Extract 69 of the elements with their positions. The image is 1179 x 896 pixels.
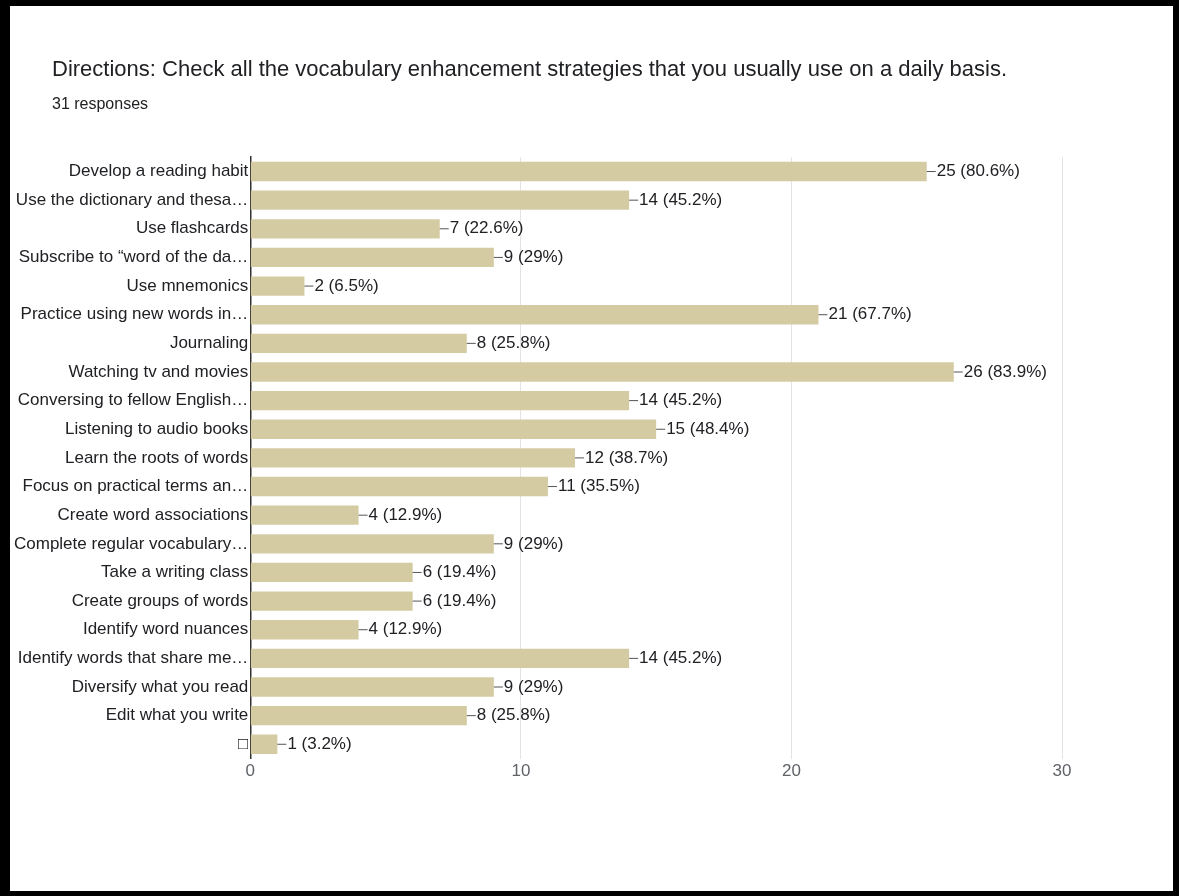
- data-label: 8 (25.8%): [476, 333, 551, 353]
- y-tick-label: Focus on practical terms an…: [22, 476, 249, 496]
- data-label: 9 (29%): [503, 533, 564, 553]
- data-label: 25 (80.6%): [936, 161, 1020, 181]
- data-label: 7 (22.6%): [449, 218, 524, 238]
- bar: [250, 448, 575, 468]
- y-tick-label: □: [238, 733, 249, 753]
- data-label: 14 (45.2%): [639, 390, 723, 410]
- data-label: 11 (35.5%): [557, 476, 640, 496]
- y-tick-label: Watching tv and movies: [68, 361, 249, 381]
- y-tick-label: Create word associations: [57, 504, 249, 524]
- y-tick-label: Identify words that share me…: [17, 648, 249, 668]
- bar: [250, 390, 630, 411]
- y-tick-label: Use flashcards: [135, 218, 249, 238]
- bar: [250, 362, 954, 382]
- data-label: 26 (83.9%): [963, 361, 1047, 381]
- bar: [250, 419, 657, 439]
- bar: [250, 648, 630, 669]
- data-label: 1 (3.2%): [287, 733, 352, 753]
- y-tick-label: Learn the roots of words: [65, 447, 249, 467]
- y-tick-label: Identify word nuances: [82, 619, 249, 639]
- y-tick-label: Use mnemonics: [126, 275, 249, 295]
- data-label: 12 (38.7%): [585, 447, 669, 467]
- bar: [250, 333, 467, 354]
- x-tick-label: 10: [511, 761, 531, 781]
- y-tick-label: Diversify what you read: [71, 676, 249, 696]
- data-label: 4 (12.9%): [368, 504, 443, 524]
- text: 31 responses: [52, 95, 149, 113]
- bar: [250, 534, 494, 554]
- y-tick-label: Subscribe to “word of the da…: [18, 247, 249, 267]
- x-tick-label: 30: [1052, 761, 1072, 781]
- y-tick-label: Develop a reading habit: [68, 161, 249, 181]
- y-tick-label: Take a writing class: [100, 562, 249, 582]
- bar: [250, 476, 548, 497]
- data-label: 14 (45.2%): [639, 648, 723, 668]
- bar: [250, 734, 278, 754]
- bar: [250, 705, 467, 726]
- bar: [250, 591, 413, 611]
- bar: [250, 305, 819, 325]
- data-label: 14 (45.2%): [639, 189, 723, 209]
- y-tick-label: Edit what you write: [105, 705, 249, 725]
- bar: [250, 219, 440, 239]
- x-tick-label: 0: [245, 761, 256, 781]
- chart-title: Directions: Check all the vocabulary enhancement strategies that you usually use on a daily basis.: [52, 56, 1008, 82]
- data-label: 8 (25.8%): [476, 705, 551, 725]
- bar: [250, 247, 494, 268]
- bar: [250, 190, 630, 210]
- data-label: 2 (6.5%): [314, 275, 379, 295]
- bar: [250, 161, 927, 182]
- y-tick-label: Create groups of words: [71, 590, 249, 610]
- y-tick-label: Listening to audio books: [64, 418, 249, 438]
- x-tick-label: 20: [781, 761, 801, 781]
- bar: [250, 677, 494, 697]
- data-label: 21 (67.7%): [828, 304, 912, 324]
- data-label: 4 (12.9%): [368, 619, 443, 639]
- y-tick-label: Practice using new words in…: [20, 304, 249, 324]
- data-label: 6 (19.4%): [422, 562, 497, 582]
- y-tick-label: Complete regular vocabulary…: [13, 533, 249, 553]
- y-tick-label: Use the dictionary and thesa…: [15, 189, 249, 209]
- data-label: 9 (29%): [503, 247, 564, 267]
- bar: [250, 276, 305, 296]
- y-tick-label: Conversing to fellow English…: [17, 390, 249, 410]
- data-label: 15 (48.4%): [666, 418, 750, 438]
- data-label: 6 (19.4%): [422, 590, 497, 610]
- bar: [250, 562, 413, 583]
- data-label: 9 (29%): [503, 676, 564, 696]
- bar: [250, 505, 359, 525]
- bar: [250, 620, 359, 640]
- y-tick-label: Journaling: [169, 333, 249, 353]
